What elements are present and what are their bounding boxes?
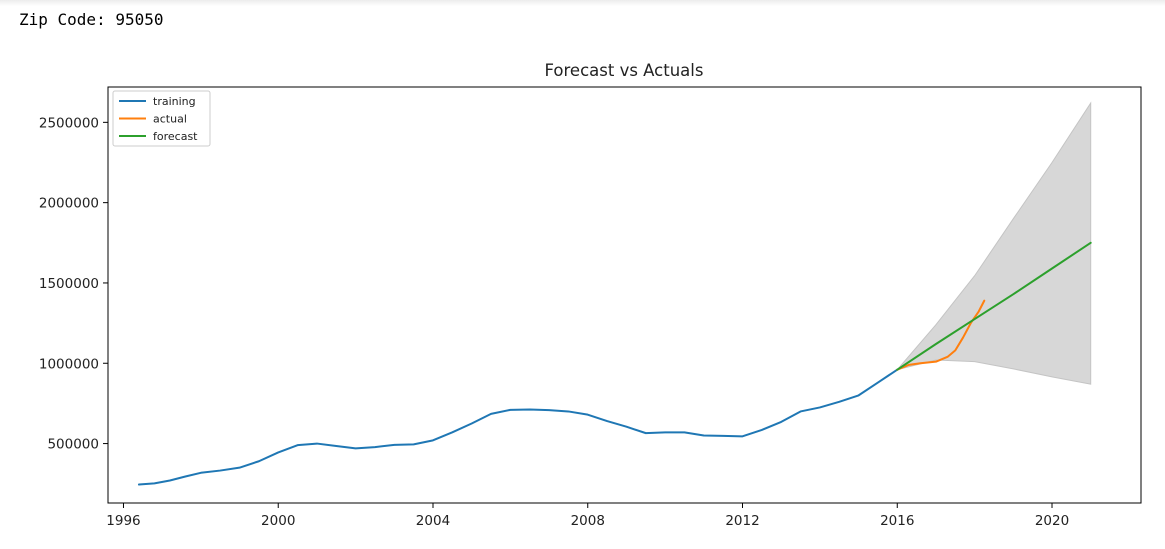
series-line-forecast bbox=[896, 241, 1092, 371]
plot-frame bbox=[107, 86, 1142, 504]
x-axis: 1996 2000 2004 2008 2012 2016 2020 bbox=[106, 503, 1069, 529]
zip-code-label: Zip Code: bbox=[19, 10, 106, 29]
x-tick-label: 1996 bbox=[106, 513, 140, 529]
x-tick-label: 2008 bbox=[571, 513, 605, 529]
x-tick-label: 2004 bbox=[416, 513, 450, 529]
x-tick-label: 2020 bbox=[1035, 513, 1069, 529]
legend-label-actual: actual bbox=[153, 113, 187, 126]
zip-code-value: 95050 bbox=[115, 10, 164, 29]
y-tick-label: 2000000 bbox=[39, 196, 99, 212]
series-lines-layer bbox=[137, 241, 1092, 486]
confidence-band-layer bbox=[895, 101, 1092, 385]
series-line-training bbox=[137, 368, 899, 486]
y-tick-label: 500000 bbox=[47, 437, 99, 453]
chart-title: Forecast vs Actuals bbox=[545, 61, 704, 80]
x-tick-label: 2000 bbox=[261, 513, 295, 529]
y-tick-label: 2500000 bbox=[39, 115, 99, 131]
y-tick-label: 1500000 bbox=[39, 276, 99, 292]
x-tick-label: 2012 bbox=[725, 513, 759, 529]
legend-label-training: training bbox=[153, 95, 196, 108]
series-line-actual bbox=[896, 299, 986, 371]
x-tick-label: 2016 bbox=[880, 513, 914, 529]
legend: training actual forecast bbox=[112, 90, 211, 147]
y-axis: 500000 1000000 1500000 2000000 2500000 bbox=[39, 115, 108, 453]
notebook-output-top-bar bbox=[0, 0, 1165, 6]
y-tick-label: 1000000 bbox=[39, 356, 99, 372]
confidence-band bbox=[895, 101, 1092, 385]
legend-label-forecast: forecast bbox=[153, 130, 198, 143]
legend-box bbox=[112, 90, 211, 147]
zip-code-output: Zip Code: 95050 bbox=[19, 10, 164, 29]
